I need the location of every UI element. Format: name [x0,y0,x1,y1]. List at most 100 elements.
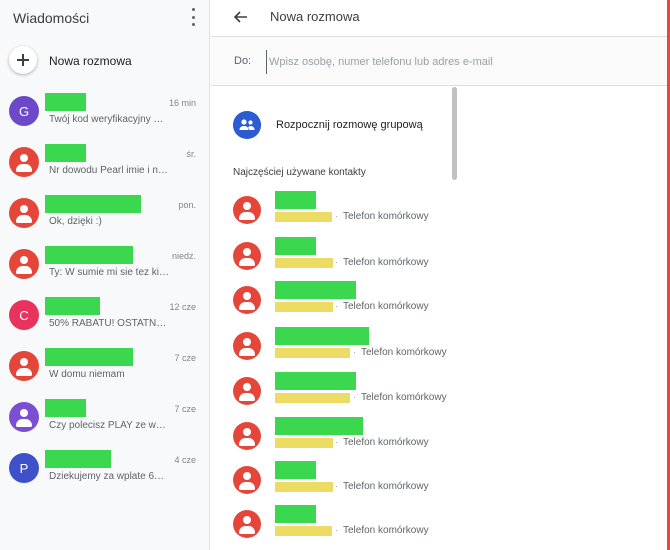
contact-phone-type: Telefon komórkowy [343,257,429,268]
contact-phone-type: Telefon komórkowy [361,347,447,358]
conversation-preview: W domu niemam [49,369,125,380]
separator-dot: · [335,481,338,491]
conversation-preview: Dziekujemy za wplate 67.… [49,471,169,482]
person-avatar-icon [9,402,39,432]
conversation-item[interactable]: śr. Nr dowodu Pearl imie i n… [0,137,209,188]
redacted-contact-name [275,505,316,523]
avatar-initial: C [19,307,29,323]
redacted-contact-name [275,327,369,345]
contact-item[interactable]: · Telefon komórkowy [211,276,661,320]
redacted-phone-number [275,526,332,536]
conversation-item[interactable]: 7 cze W domu niemam [0,341,209,392]
redacted-contact-name [45,93,86,111]
conversation-sidebar: Wiadomości Nowa rozmowa G 16 min Twój ko… [0,0,210,550]
conversation-item[interactable]: 7 cze Czy polecisz PLAY ze wz… [0,392,209,443]
conversation-item[interactable]: P 4 cze Dziekujemy za wplate 67.… [0,443,209,494]
redacted-contact-name [275,461,316,479]
person-avatar-icon [9,249,39,279]
redacted-contact-name [275,372,356,390]
person-avatar-icon [233,196,261,224]
conversation-preview: Ok, dzięki :) [49,216,102,227]
new-conversation-button[interactable]: Nowa rozmowa [0,44,209,78]
group-icon [233,111,261,139]
frequent-contacts-heading: Najczęściej używane kontakty [233,167,366,178]
conversation-item[interactable]: C 12 cze 50% RABATU! OSTATNIA … [0,290,209,341]
separator-dot: · [335,525,338,535]
contact-item[interactable]: · Telefon komórkowy [211,500,661,544]
start-group-conversation-button[interactable]: Rozpocznij rozmowę grupową [232,110,652,142]
contact-item[interactable]: · Telefon komórkowy [211,186,661,230]
avatar-initial: P [19,460,29,476]
avatar: C [9,300,39,330]
conversation-time: 7 cze [174,404,196,414]
conversation-item[interactable]: G 16 min Twój kod weryfikacyjny G… [0,86,209,137]
new-conversation-label: Nowa rozmowa [49,54,132,68]
window-edge [667,0,670,550]
separator-dot: · [335,437,338,447]
conversation-preview: 50% RABATU! OSTATNIA … [49,318,169,329]
page-title: Nowa rozmowa [270,9,360,24]
redacted-phone-number [275,482,333,492]
app-title: Wiadomości [13,10,90,26]
person-avatar-icon [233,332,261,360]
contact-item[interactable]: · Telefon komórkowy [211,232,661,276]
person-avatar-icon [233,466,261,494]
contact-item[interactable]: · Telefon komórkowy [211,322,661,366]
start-group-conversation-label: Rozpocznij rozmowę grupową [276,119,423,131]
redacted-phone-number [275,302,333,312]
redacted-phone-number [275,393,350,403]
person-avatar-icon [233,242,261,270]
plus-icon [9,46,37,74]
recipient-row: Do: [211,37,670,86]
contact-item[interactable]: · Telefon komórkowy [211,367,661,411]
conversation-time: 16 min [168,98,196,108]
avatar: P [9,453,39,483]
conversation-preview: Twój kod weryfikacyjny G… [49,114,169,125]
recipient-input[interactable] [266,50,631,74]
separator-dot: · [353,347,356,357]
redacted-contact-name [275,237,316,255]
contact-item[interactable]: · Telefon komórkowy [211,412,661,456]
separator-dot: · [335,301,338,311]
person-avatar-icon [233,377,261,405]
sidebar-header: Wiadomości [0,0,210,36]
conversation-list: G 16 min Twój kod weryfikacyjny G… śr. N… [0,86,209,494]
conversation-time: 4 cze [174,455,196,465]
conversation-preview: Czy polecisz PLAY ze wz… [49,420,169,431]
conversation-time: niedz. [171,251,196,261]
person-avatar-icon [9,351,39,381]
conversation-time: śr. [186,149,196,159]
redacted-contact-name [45,348,133,366]
redacted-phone-number [275,348,350,358]
contact-phone-type: Telefon komórkowy [343,437,429,448]
redacted-contact-name [45,144,86,162]
conversation-time: pon. [178,200,196,210]
contact-phone-type: Telefon komórkowy [343,481,429,492]
back-arrow-icon[interactable] [233,9,249,25]
redacted-phone-number [275,258,333,268]
redacted-contact-name [275,281,356,299]
contact-item[interactable]: · Telefon komórkowy [211,456,661,500]
separator-dot: · [335,211,338,221]
conversation-time: 12 cze [169,302,196,312]
conversation-time: 7 cze [174,353,196,363]
avatar: G [9,96,39,126]
contact-phone-type: Telefon komórkowy [343,301,429,312]
conversation-preview: Ty: W sumie mi sie tez ki… [49,267,169,278]
conversation-preview: Nr dowodu Pearl imie i n… [49,165,168,176]
redacted-contact-name [45,297,100,315]
contact-phone-type: Telefon komórkowy [361,392,447,403]
redacted-contact-name [45,195,141,213]
separator-dot: · [335,257,338,267]
conversation-item[interactable]: pon. Ok, dzięki :) [0,188,209,239]
conversation-item[interactable]: niedz. Ty: W sumie mi sie tez ki… [0,239,209,290]
new-conversation-pane: Nowa rozmowa Do: Rozpocznij rozmowę grup… [211,0,670,550]
redacted-phone-number [275,212,332,222]
contact-phone-type: Telefon komórkowy [343,211,429,222]
scrollbar-thumb[interactable] [452,87,457,180]
redacted-contact-name [45,399,86,417]
more-options-icon[interactable] [188,8,198,26]
pane-header: Nowa rozmowa [211,0,670,37]
contact-phone-type: Telefon komórkowy [343,525,429,536]
redacted-contact-name [45,246,133,264]
